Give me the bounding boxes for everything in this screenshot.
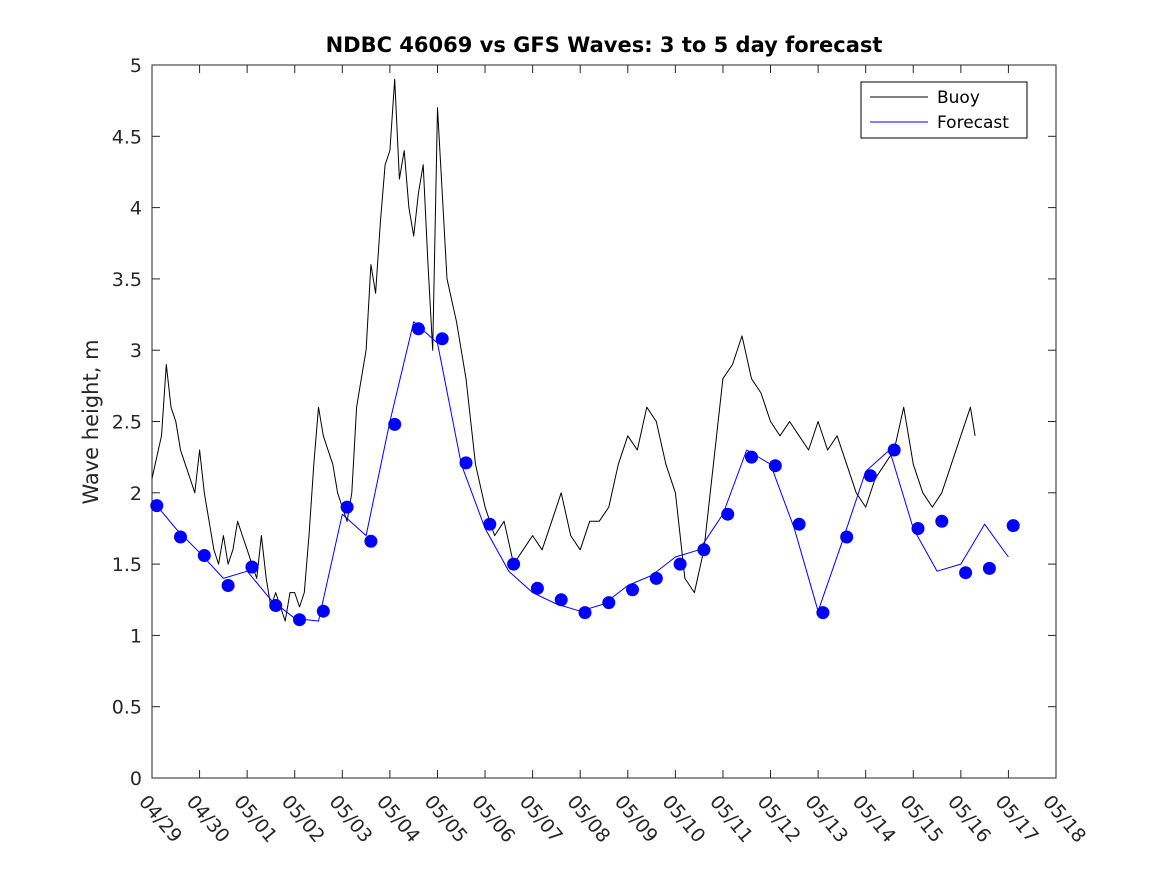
forecast-point <box>887 443 901 457</box>
forecast-point <box>935 514 949 528</box>
y-tick-label: 3 <box>130 340 142 362</box>
y-tick-label: 0 <box>130 768 142 790</box>
forecast-point <box>673 557 687 571</box>
forecast-point <box>721 507 735 521</box>
x-tick-label: 05/18 <box>1038 791 1090 847</box>
forecast-point <box>293 613 306 627</box>
forecast-point <box>316 604 330 618</box>
x-tick-label: 05/15 <box>895 791 947 847</box>
forecast-point <box>911 522 925 535</box>
forecast-point <box>840 530 854 544</box>
forecast-point <box>459 456 473 470</box>
forecast-point <box>411 322 425 336</box>
y-tick-label: 5 <box>130 55 142 77</box>
y-tick-label: 1 <box>130 625 142 647</box>
x-tick-label: 05/11 <box>705 791 757 847</box>
x-tick-label: 05/09 <box>610 791 662 847</box>
y-axis: 0 0.5 1 1.5 2 2.5 3 3.5 4 4.5 5 <box>112 55 1056 790</box>
forecast-point <box>745 450 758 464</box>
y-tick-label: 1.5 <box>112 554 142 576</box>
x-tick-label: 05/14 <box>848 791 900 847</box>
x-tick-label: 04/29 <box>134 791 186 847</box>
plot-area <box>151 64 1057 779</box>
x-tick-label: 05/03 <box>324 791 376 847</box>
legend: Buoy Forecast <box>860 81 1028 139</box>
x-tick-label: 05/12 <box>753 791 805 847</box>
legend-forecast-label: Forecast <box>937 113 1009 133</box>
forecast-point <box>269 599 283 612</box>
forecast-point <box>388 417 402 431</box>
x-tick-label: 05/05 <box>420 791 472 847</box>
forecast-point <box>364 534 378 548</box>
forecast-point <box>649 571 663 585</box>
y-tick-label: 4 <box>130 198 142 220</box>
forecast-point <box>792 517 806 531</box>
marker-layer <box>150 322 1020 627</box>
forecast-point <box>245 560 259 574</box>
x-tick-label: 05/08 <box>562 791 614 847</box>
x-tick-label: 05/10 <box>658 791 710 847</box>
x-tick-label: 05/01 <box>229 791 281 847</box>
x-tick-label: 05/13 <box>800 791 852 847</box>
legend-buoy-label: Buoy <box>937 88 980 108</box>
y-axis-label: Wave height, m <box>79 339 103 504</box>
forecast-point <box>150 499 164 513</box>
forecast-point <box>221 579 235 592</box>
x-tick-label: 05/07 <box>515 791 567 847</box>
forecast-point <box>982 561 996 575</box>
x-tick-label: 04/30 <box>182 791 234 847</box>
forecast-point <box>340 500 354 514</box>
forecast-point <box>602 596 616 610</box>
forecast-point <box>554 593 568 607</box>
y-tick-label: 4.5 <box>112 126 142 148</box>
forecast-point <box>816 606 830 620</box>
x-tick-label: 05/17 <box>991 791 1043 847</box>
forecast-point <box>483 517 497 531</box>
forecast-point <box>530 581 544 595</box>
x-tick-label: 05/16 <box>943 791 995 847</box>
forecast-point <box>578 606 592 620</box>
y-tick-label: 0.5 <box>112 697 142 719</box>
forecast-point <box>863 469 877 483</box>
y-tick-label: 2.5 <box>112 412 142 434</box>
legend-box <box>860 81 1028 139</box>
forecast-point <box>1006 519 1020 533</box>
forecast-point <box>507 557 521 571</box>
series-line-buoy <box>151 78 976 622</box>
forecast-point <box>768 459 782 473</box>
x-tick-label: 05/02 <box>277 791 329 847</box>
x-tick-label: 05/04 <box>372 791 424 847</box>
y-tick-label: 3.5 <box>112 269 142 291</box>
forecast-point <box>435 332 449 346</box>
forecast-point <box>197 549 211 562</box>
forecast-point <box>697 543 711 557</box>
plot-border <box>151 64 1057 779</box>
x-tick-label: 05/06 <box>467 791 519 847</box>
y-tick-label: 2 <box>130 483 142 505</box>
forecast-point <box>174 530 187 544</box>
forecast-point <box>959 566 973 580</box>
forecast-point <box>626 583 639 597</box>
chart-title: NDBC 46069 vs GFS Waves: 3 to 5 day fore… <box>326 33 883 57</box>
